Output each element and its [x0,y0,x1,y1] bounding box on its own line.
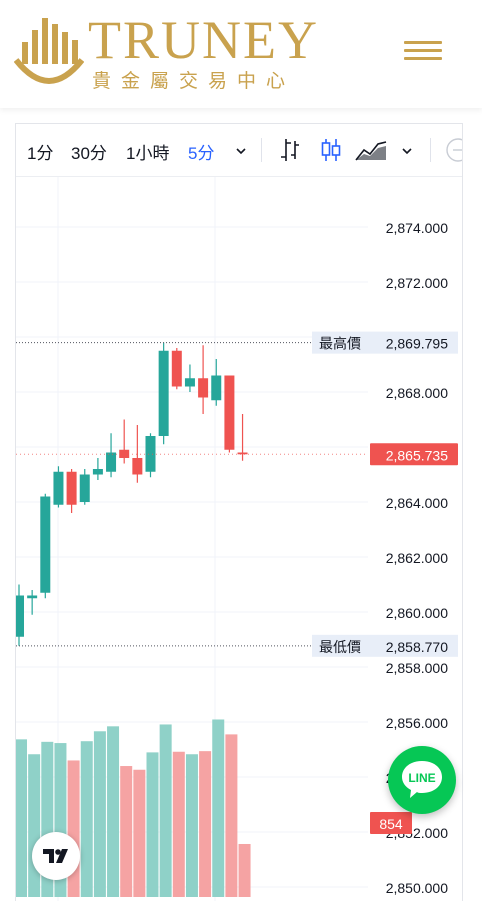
last-volume-badge [370,812,412,834]
volume-bar [16,739,27,897]
price-axis-tick-label: 2,862.000 [386,550,448,566]
interval-1h-button[interactable]: 1小時 [126,144,170,163]
truney-logo-icon [14,18,84,84]
interval-5m-button[interactable]: 5分 [188,144,215,163]
volume-bar [107,726,120,897]
volume-bar [238,843,251,897]
brand-name: TRUNEY [88,10,319,70]
volume-bar [120,766,133,897]
chart-toolbar: 1分 30分 1小時 5分 [16,124,462,177]
candle-body [79,474,90,502]
tradingview-logo-button[interactable] [32,832,80,880]
volume-bar [212,719,225,897]
volume-bar [133,769,146,897]
volume-bar [146,752,159,897]
volume-bar [93,731,106,897]
high-price-line-label: 最高價 [319,336,361,352]
candle-body [145,436,156,472]
candle-body [132,458,143,475]
high-price-line-value: 2,869.795 [386,336,448,352]
candle-body [53,471,64,505]
add-icon[interactable] [444,138,462,162]
candle-body [158,350,169,436]
candle-body [171,350,182,387]
volume-bar [185,754,198,897]
hamburger-menu-icon [404,41,442,44]
tradingview-logo-icon [43,849,68,863]
last-price-value: 2,865.735 [386,447,448,463]
volume-bar [159,724,172,897]
site-header: TRUNEY 貴金屬交易中心 [0,0,482,108]
price-axis-tick-label: 2,874.000 [386,220,448,236]
candlestick-style-icon[interactable] [319,137,343,163]
price-axis-tick-label: 2,864.000 [386,495,448,511]
price-axis-tick-label: 2,858.000 [386,660,448,676]
hamburger-menu-button[interactable] [404,36,442,68]
last-volume-value: 854 [379,816,403,832]
line-chat-button[interactable]: LINE [388,746,456,814]
bar-chart-style-icon[interactable] [278,137,302,163]
price-axis-tick-label: 2,872.000 [386,275,448,291]
low-price-line-value: 2,858.770 [386,639,448,655]
volume-bar [54,743,67,897]
high-price-line-badge [312,331,458,354]
brand-subtitle: 貴金屬交易中心 [92,70,296,92]
candle-body [237,452,248,455]
candle-body [198,378,209,398]
candle-body [106,452,117,472]
candlestick-chart[interactable]: 2,874.0002,872.0002,870.0002,868.0002,86… [16,177,462,901]
volume-bar [199,751,212,897]
line-chat-label: LINE [408,771,435,785]
candle-body [27,595,38,599]
volume-bar [172,751,185,897]
candle-body [184,378,195,387]
price-axis-tick-label: 2,856.000 [386,715,448,731]
chevron-down-icon[interactable] [400,144,414,158]
volume-bar [225,734,238,897]
low-price-line-label: 最低價 [319,639,361,655]
low-price-line-badge [312,634,458,657]
price-chart-widget: 1分 30分 1小時 5分 2,874.0002,872.0002,870.00… [15,123,463,901]
chevron-down-icon[interactable] [234,144,248,158]
interval-30m-button[interactable]: 30分 [71,144,107,163]
candle-body [211,375,222,401]
interval-1m-button[interactable]: 1分 [27,144,54,163]
last-price-badge [370,443,458,466]
candle-body [92,469,103,475]
area-chart-style-icon[interactable] [354,138,388,162]
price-axis-tick-label: 2,860.000 [386,605,448,621]
candle-body [16,595,24,637]
price-axis-tick-label: 2,868.000 [386,385,448,401]
line-chat-icon: LINE [402,761,442,798]
candle-body [66,471,77,505]
candle-body [224,375,235,450]
price-axis-tick-label: 2,850.000 [386,880,448,896]
volume-bar [80,741,93,897]
candle-body [40,496,51,593]
